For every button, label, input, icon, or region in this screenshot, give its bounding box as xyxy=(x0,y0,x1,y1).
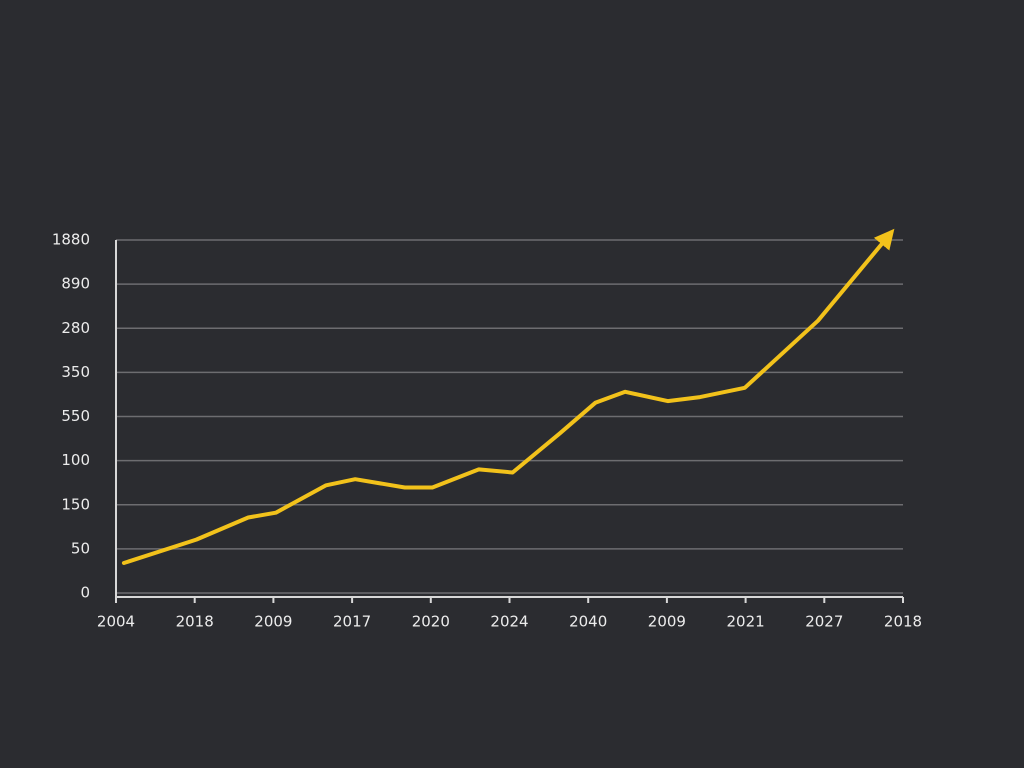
x-tick-label: 2021 xyxy=(727,613,765,631)
x-tick-label: 2040 xyxy=(569,613,607,631)
y-tick-label: 550 xyxy=(61,407,90,425)
x-tick-label: 2018 xyxy=(884,613,922,631)
y-tick-label: 100 xyxy=(61,451,90,469)
y-tick-label: 280 xyxy=(61,319,90,337)
x-tick-label: 2009 xyxy=(254,613,292,631)
x-tick-label: 2024 xyxy=(490,613,528,631)
x-tick-label: 2004 xyxy=(97,613,135,631)
y-tick-label: 150 xyxy=(61,495,90,513)
x-tick-label: 2018 xyxy=(176,613,214,631)
line-series xyxy=(121,228,895,565)
y-tick-label: 350 xyxy=(61,363,90,381)
y-tick-label: 890 xyxy=(61,275,90,293)
y-tick-label: 50 xyxy=(71,539,90,557)
x-tick-label: 2027 xyxy=(805,613,843,631)
y-tick-label: 1880 xyxy=(52,231,90,249)
x-tick-label: 2020 xyxy=(412,613,450,631)
x-tick-label: 2017 xyxy=(333,613,371,631)
x-tick-label: 2009 xyxy=(648,613,686,631)
y-tick-label: 0 xyxy=(80,584,90,602)
